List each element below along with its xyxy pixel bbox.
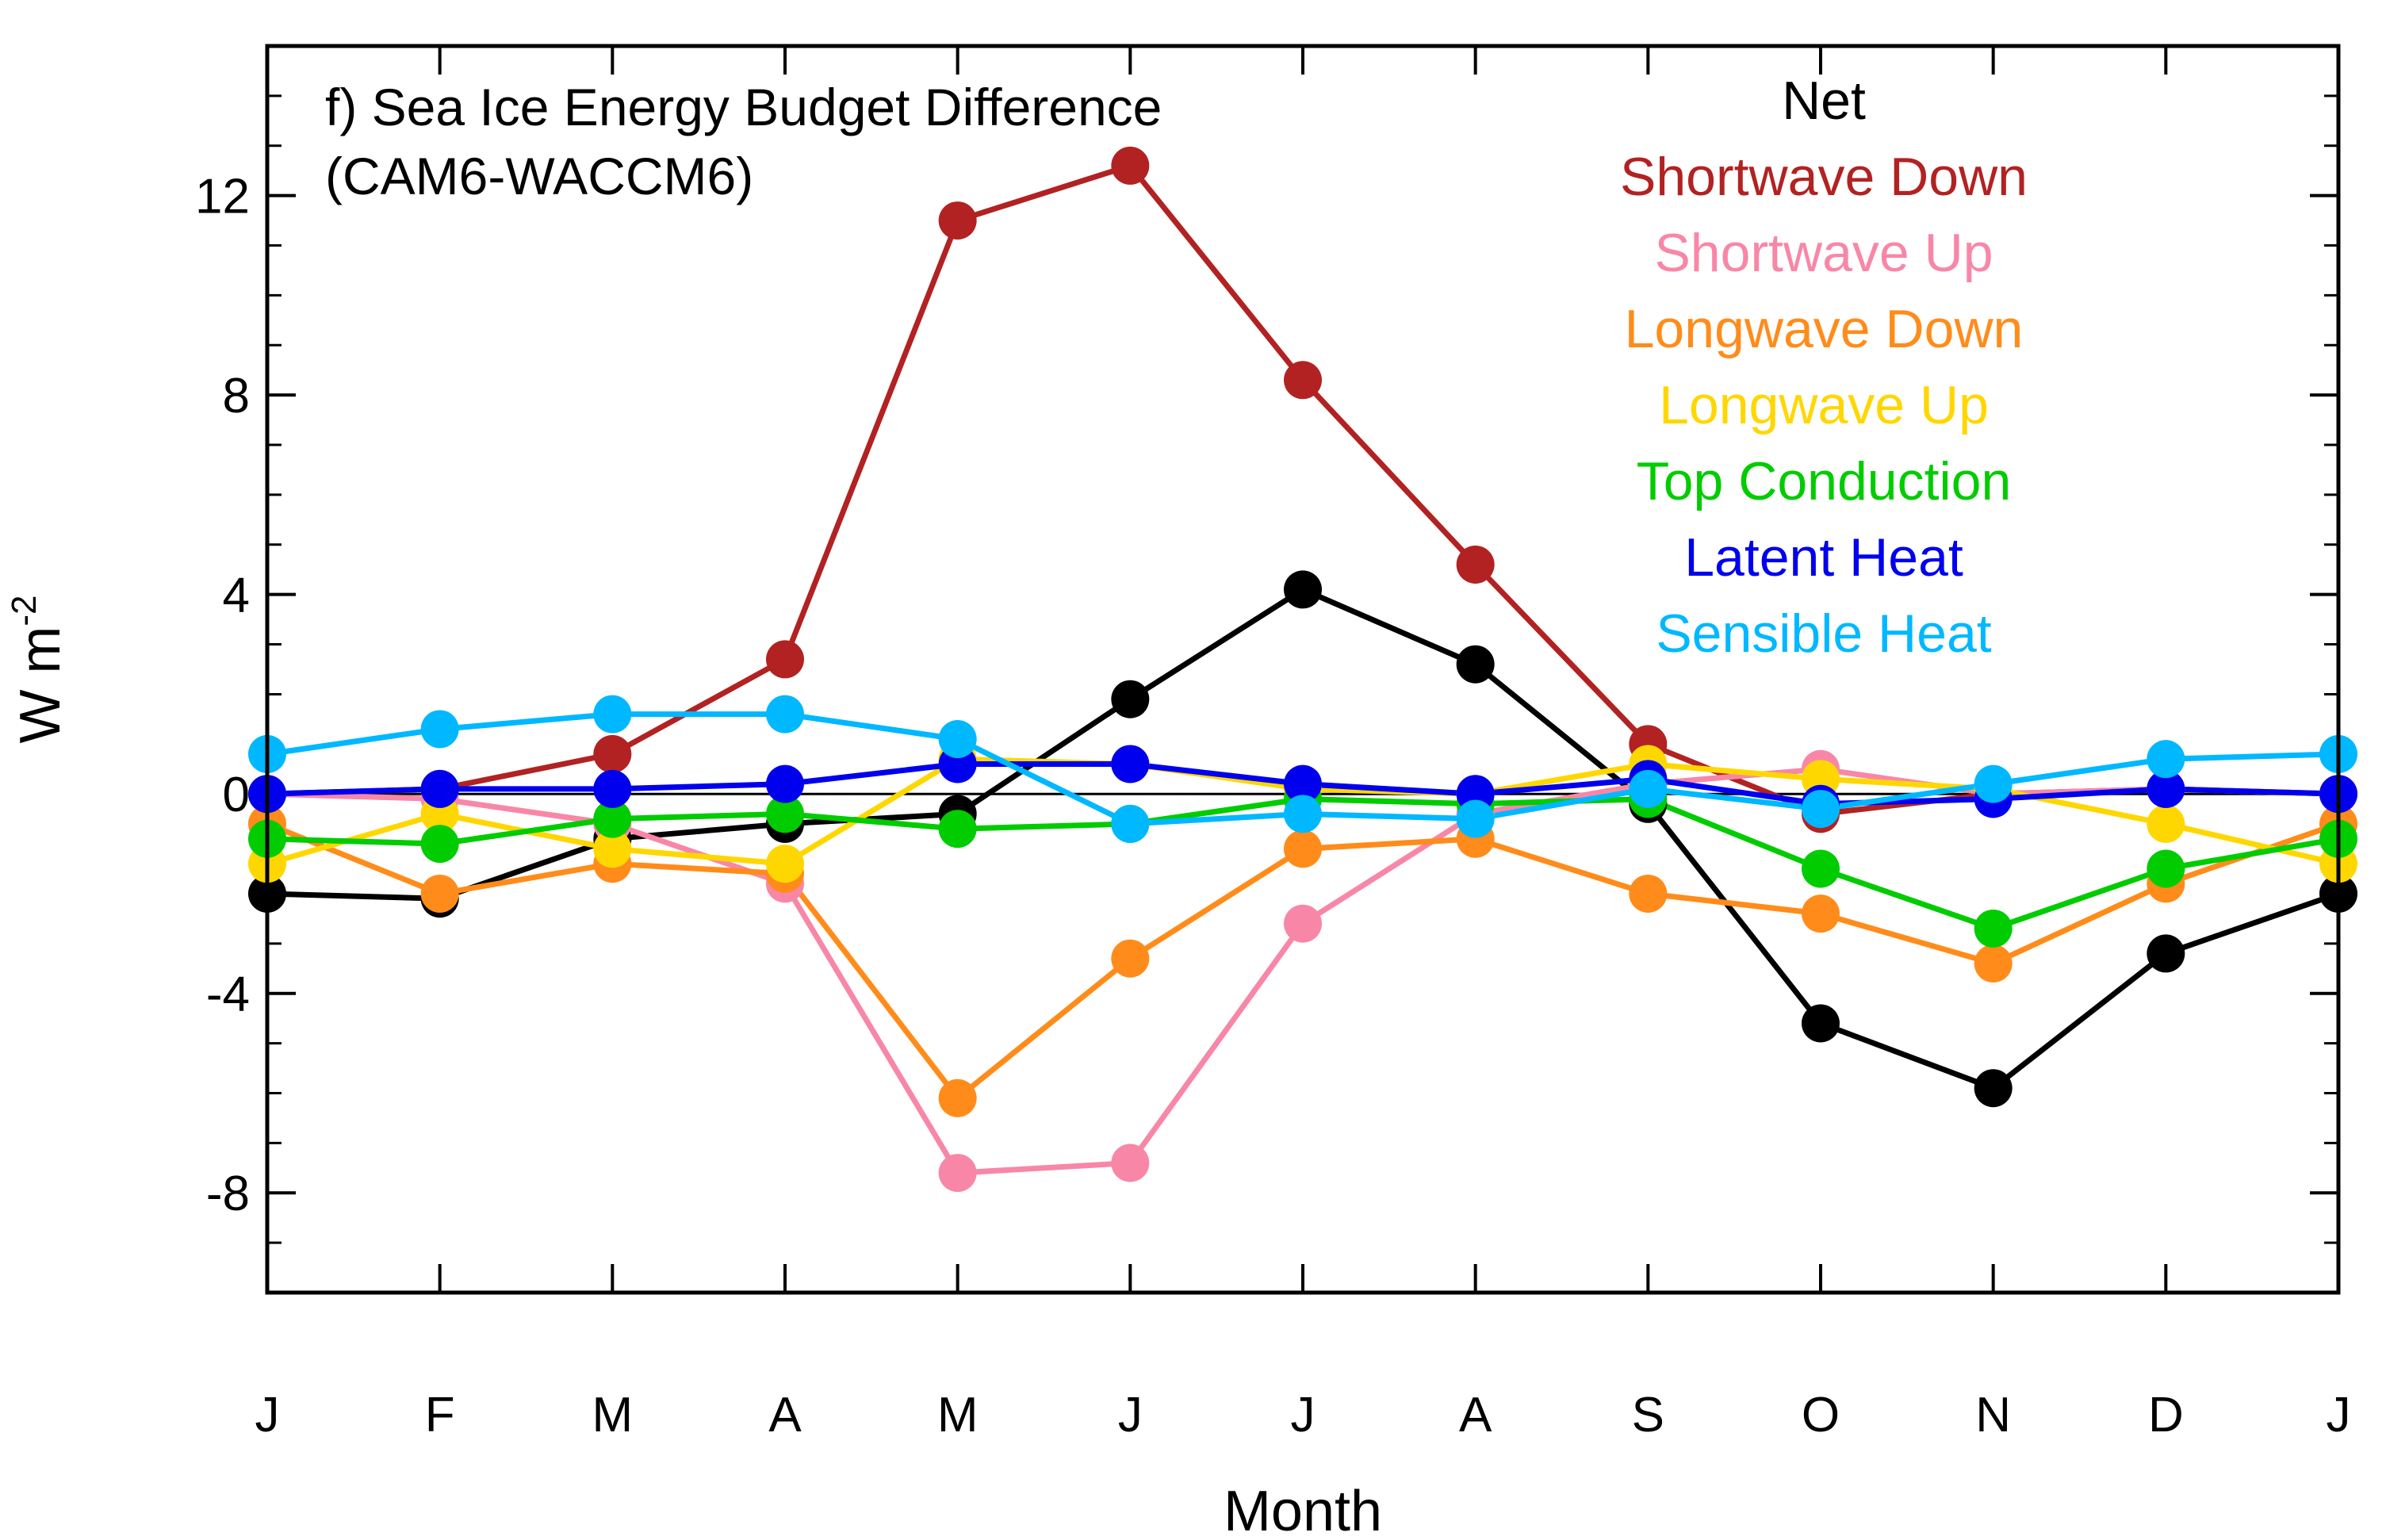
data-point: [766, 695, 804, 734]
x-tick-label: A: [1459, 1388, 1492, 1442]
data-point: [1802, 790, 1840, 829]
data-point: [1284, 795, 1322, 833]
data-point: [938, 1154, 977, 1193]
data-point: [1111, 146, 1150, 185]
legend-entry: Shortwave Down: [1620, 147, 2028, 207]
x-axis-title: Month: [1224, 1480, 1382, 1540]
data-point: [1974, 909, 2013, 948]
x-tick-label: F: [425, 1388, 455, 1442]
plot-frame: [265, 44, 2341, 1295]
y-tick-label: 8: [223, 369, 250, 423]
data-point: [1802, 849, 1840, 888]
x-tick-label: A: [768, 1388, 802, 1442]
y-tick-label: -8: [206, 1166, 250, 1221]
chart-subtitle: (CAM6-WACCM6): [325, 147, 753, 205]
chart-title: f) Sea Ice Energy Budget Difference: [325, 78, 1162, 136]
data-point: [1802, 895, 1840, 933]
data-point: [938, 810, 977, 849]
x-tick-label: J: [255, 1388, 280, 1442]
data-point: [420, 710, 459, 749]
data-point: [938, 1078, 977, 1117]
legend-entry: Longwave Down: [1625, 299, 2024, 359]
data-point: [766, 764, 804, 803]
data-point: [1974, 1069, 2013, 1108]
data-point: [1284, 570, 1322, 609]
data-point: [766, 795, 804, 833]
data-point: [938, 201, 977, 240]
data-point: [1111, 1144, 1150, 1182]
data-point: [938, 720, 977, 759]
data-point: [1974, 944, 2013, 983]
y-tick-label: 4: [223, 569, 250, 623]
x-tick-label: M: [592, 1388, 634, 1442]
data-point: [593, 769, 632, 808]
y-tick-label: 12: [195, 170, 250, 224]
y-axis-title-main: W m: [9, 626, 72, 744]
data-point: [593, 799, 632, 838]
series-group: [248, 146, 2357, 1193]
y-axis-title: W m-2: [5, 595, 72, 743]
data-point: [1284, 361, 1322, 400]
data-point: [420, 874, 459, 913]
data-point: [1456, 799, 1495, 838]
x-tick-label: J: [2327, 1388, 2351, 1442]
legend: Net Shortwave Down Shortwave Up Longwave Do…: [1620, 71, 2028, 664]
data-point: [420, 769, 459, 808]
data-point: [766, 845, 804, 883]
legend-entry: Shortwave Up: [1654, 223, 1993, 283]
x-tick-label: J: [1291, 1388, 1316, 1442]
x-tick-label: S: [1632, 1388, 1664, 1442]
data-point: [1284, 829, 1322, 868]
data-point: [1111, 939, 1150, 978]
legend-entry: Longwave Up: [1659, 375, 1989, 435]
data-point: [1802, 1004, 1840, 1043]
data-point: [2147, 740, 2185, 779]
data-point: [2147, 769, 2185, 808]
data-point: [1111, 745, 1150, 783]
x-tick-label: D: [2148, 1388, 2184, 1442]
data-point: [2147, 804, 2185, 843]
legend-entry: Sensible Heat: [1656, 603, 1991, 664]
data-point: [1111, 680, 1150, 718]
data-point: [1456, 645, 1495, 684]
data-point: [1629, 874, 1668, 913]
x-tick-label: J: [1118, 1388, 1143, 1442]
data-point: [766, 640, 804, 679]
x-tick-label: N: [1975, 1388, 2011, 1442]
data-point: [2147, 934, 2185, 973]
legend-entry: Latent Heat: [1684, 527, 1963, 588]
data-point: [1111, 804, 1150, 843]
data-point: [1456, 545, 1495, 584]
data-point: [420, 825, 459, 864]
axis-labels: -8 -4 0 4 8 12 J F M A M J J A S O N D J: [195, 170, 2350, 1442]
data-point: [1974, 764, 2013, 803]
y-tick-label: -4: [206, 967, 250, 1022]
data-point: [1284, 904, 1322, 943]
legend-entry: Net: [1782, 71, 1866, 131]
data-point: [1284, 764, 1322, 803]
y-tick-label: 0: [223, 768, 250, 822]
data-point: [593, 734, 632, 773]
data-point: [2147, 849, 2185, 888]
data-point: [1629, 769, 1668, 808]
data-point: [593, 695, 632, 734]
legend-entry: Top Conduction: [1637, 451, 2012, 511]
y-axis-title-exponent: -2: [5, 595, 44, 626]
x-tick-label: M: [937, 1388, 979, 1442]
data-point: [593, 829, 632, 868]
x-tick-label: O: [1802, 1388, 1840, 1442]
